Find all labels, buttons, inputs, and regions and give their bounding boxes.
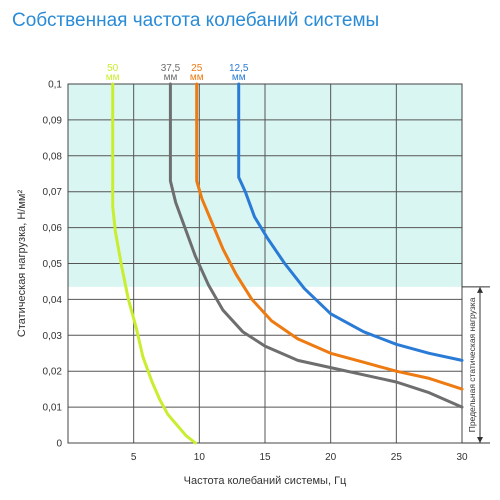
limit-arrow-top	[477, 286, 483, 293]
x-tick-label: 5	[131, 452, 137, 463]
y-tick-label: 0,09	[43, 115, 63, 126]
x-axis-label: Частота колебаний системы, Гц	[184, 475, 347, 487]
series-unit-label: мм	[190, 72, 204, 83]
series-unit-label: мм	[164, 72, 178, 83]
y-tick-label: 0,02	[43, 367, 63, 378]
y-tick-label: 0,07	[43, 187, 63, 198]
limit-arrow-bottom	[477, 437, 483, 443]
y-tick-label: 0,06	[43, 223, 63, 234]
series-line	[168, 82, 464, 409]
limit-annotation-label: Предельная статическая нагрузка	[467, 297, 477, 432]
y-tick-label: 0,08	[43, 151, 63, 162]
x-tick-label: 20	[325, 452, 337, 463]
series-label: 50	[107, 63, 119, 74]
series-unit-label: мм	[232, 72, 246, 83]
y-tick-label: 0,1	[48, 80, 62, 91]
chart-title: Собственная частота колебаний системы	[12, 10, 380, 31]
series-unit-label: мм	[106, 72, 120, 83]
x-tick-label: 10	[194, 452, 206, 463]
series-line	[237, 82, 464, 362]
series-line	[195, 82, 464, 391]
y-tick-label: 0,05	[43, 259, 63, 270]
series-label: 12,5	[229, 63, 249, 74]
plot-frame	[67, 83, 463, 444]
y-tick-label: 0,04	[43, 295, 63, 306]
x-tick-label: 30	[456, 452, 468, 463]
y-tick-label: 0,03	[43, 331, 63, 342]
y-axis-label: Статическая нагрузка, Н/мм²	[16, 190, 28, 338]
series-line	[111, 82, 197, 445]
series-label: 25	[191, 63, 203, 74]
x-tick-label: 25	[391, 452, 403, 463]
x-tick-label: 15	[259, 452, 271, 463]
y-tick-label: 0	[56, 439, 62, 450]
series-label: 37,5	[161, 63, 181, 74]
y-tick-label: 0,01	[43, 403, 63, 414]
